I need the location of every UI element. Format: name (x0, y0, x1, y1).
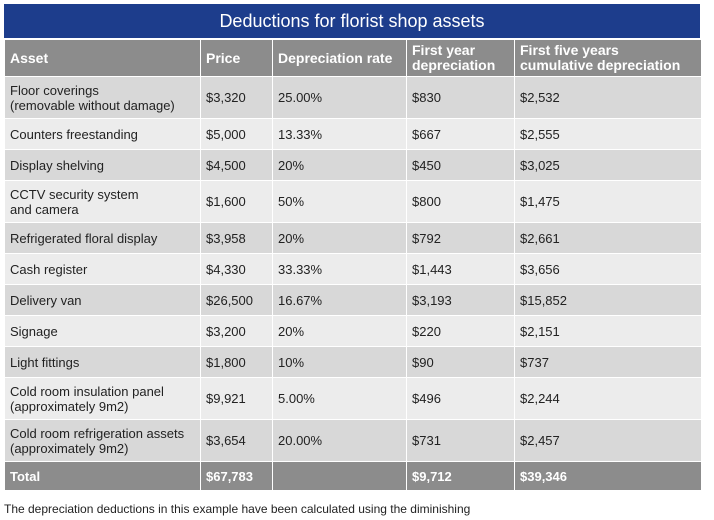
table-cell: $4,330 (200, 253, 273, 285)
table-cell: $26,500 (200, 284, 273, 316)
table-cell: Cold room refrigeration assets (approxim… (4, 419, 201, 462)
table-row: Signage $3,200 20% $220 $2,151 (4, 315, 702, 347)
table-cell: $1,600 (200, 180, 273, 223)
table-cell: $1,475 (514, 180, 702, 223)
table-cell: 33.33% (272, 253, 407, 285)
deductions-table: Asset Price Depreciation rate First year de… (4, 39, 702, 491)
column-header: Asset (4, 39, 201, 77)
table-cell: $496 (406, 377, 515, 420)
table-cell: $3,958 (200, 222, 273, 254)
table-cell: 16.67% (272, 284, 407, 316)
table-row: CCTV security system and camera $1,600 50%… (4, 180, 702, 223)
table-cell: $9,921 (200, 377, 273, 420)
table-cell: Display shelving (4, 149, 201, 181)
table-row: Light fittings $1,800 10% $90 $737 (4, 346, 702, 378)
column-header: First year depreciation (406, 39, 515, 77)
table-row: Refrigerated floral display $3,958 20% $792… (4, 222, 702, 254)
table-cell: 5.00% (272, 377, 407, 420)
header-row: Asset Price Depreciation rate First year de… (4, 39, 702, 77)
total-cell: $39,346 (514, 461, 702, 491)
table-row: Cold room insulation panel (approximatel… (4, 377, 702, 420)
table-cell: $3,025 (514, 149, 702, 181)
table-cell: $3,320 (200, 76, 273, 119)
table-row: Display shelving $4,500 20% $450 $3,025 (4, 149, 702, 181)
table-cell: $2,457 (514, 419, 702, 462)
table-cell: $737 (514, 346, 702, 378)
table-cell: $830 (406, 76, 515, 119)
table-cell (272, 461, 407, 491)
table-cell: 13.33% (272, 118, 407, 150)
table-cell: $731 (406, 419, 515, 462)
table-cell: CCTV security system and camera (4, 180, 201, 223)
table-cell: $90 (406, 346, 515, 378)
table-cell: $3,656 (514, 253, 702, 285)
table-cell: $800 (406, 180, 515, 223)
table-cell: $2,555 (514, 118, 702, 150)
table-cell: Signage (4, 315, 201, 347)
table-cell: $220 (406, 315, 515, 347)
column-header: Price (200, 39, 273, 77)
table-title: Deductions for florist shop assets (4, 4, 700, 38)
table-cell: 50% (272, 180, 407, 223)
table-cell: 20.00% (272, 419, 407, 462)
table-cell: Light fittings (4, 346, 201, 378)
table-cell: $3,654 (200, 419, 273, 462)
table-row: Delivery van $26,500 16.67% $3,193 $15,852 (4, 284, 702, 316)
table-cell: Counters freestanding (4, 118, 201, 150)
column-header: Depreciation rate (272, 39, 407, 77)
table-cell: $4,500 (200, 149, 273, 181)
table-cell: $450 (406, 149, 515, 181)
column-header: First five years cumulative depreciation (514, 39, 702, 77)
total-cell: $67,783 (200, 461, 273, 491)
table-row: Floor coverings (removable without damag… (4, 76, 702, 119)
table-cell: $792 (406, 222, 515, 254)
table-cell: $5,000 (200, 118, 273, 150)
table-cell: $2,244 (514, 377, 702, 420)
table-cell: $3,200 (200, 315, 273, 347)
table-cell: Cash register (4, 253, 201, 285)
table-row: Counters freestanding $5,000 13.33% $667 $2,… (4, 118, 702, 150)
table-cell: $2,151 (514, 315, 702, 347)
table-cell: Floor coverings (removable without damag… (4, 76, 201, 119)
table-cell: 10% (272, 346, 407, 378)
table-cell: $15,852 (514, 284, 702, 316)
table-cell: 25.00% (272, 76, 407, 119)
table-cell: $1,443 (406, 253, 515, 285)
table-cell: Refrigerated floral display (4, 222, 201, 254)
table-cell: $3,193 (406, 284, 515, 316)
table-cell: $2,532 (514, 76, 702, 119)
table-cell: $2,661 (514, 222, 702, 254)
footnote: The depreciation deductions in this exam… (4, 502, 471, 516)
table-cell: 20% (272, 149, 407, 181)
table-row: Cash register $4,330 33.33% $1,443 $3,656 (4, 253, 702, 285)
table-cell: Delivery van (4, 284, 201, 316)
total-row: Total $67,783 $9,712 $39,346 (4, 461, 702, 491)
table-cell: Cold room insulation panel (approximatel… (4, 377, 201, 420)
table-cell: $667 (406, 118, 515, 150)
total-cell: Total (4, 461, 201, 491)
table-cell: 20% (272, 315, 407, 347)
total-cell: $9,712 (406, 461, 515, 491)
table-cell: $1,800 (200, 346, 273, 378)
table-cell: 20% (272, 222, 407, 254)
table-row: Cold room refrigeration assets (approxim… (4, 419, 702, 462)
